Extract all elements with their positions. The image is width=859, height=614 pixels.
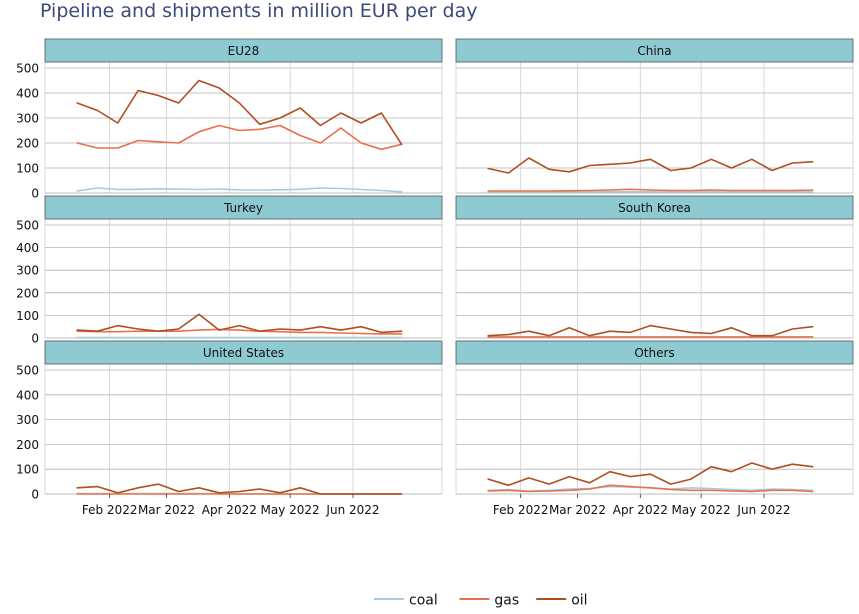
chart-title: Pipeline and shipments in million EUR pe… [40,0,477,22]
x-tick-label: May 2022 [261,503,320,517]
legend-label-oil: oil [571,593,587,609]
y-tick-label: 500 [16,62,39,76]
y-tick-label: 300 [16,264,39,278]
series-line-oil [76,79,403,146]
y-tick-label: 500 [16,219,39,233]
facet-label: United States [203,346,284,360]
y-tick-label: 200 [16,137,39,151]
facet-label: EU28 [228,44,260,58]
y-tick-label: 400 [16,388,39,402]
series-line-oil [76,313,403,334]
x-tick-label: Feb 2022 [82,503,138,517]
y-tick-label: 0 [31,488,39,502]
x-tick-label: Feb 2022 [493,503,549,517]
y-tick-label: 400 [16,87,39,101]
panel-frame [44,61,443,194]
y-tick-label: 200 [16,286,39,300]
x-tick-label: Mar 2022 [549,503,606,517]
facet-label: South Korea [618,201,691,215]
facet-strip [455,38,854,63]
facet-label: Turkey [223,201,263,215]
panel-frame [455,218,854,339]
facet-panel: South Korea [455,195,854,339]
panel-frame [455,363,854,495]
series-line-oil [487,324,814,337]
series-line-gas [76,124,403,151]
chart-panels: EU28 0 100 200 300 400 500 China Turkey 0 100 200 30… [16,38,854,517]
y-tick-label: 300 [16,413,39,427]
series-line-oil [487,462,814,487]
series-line-gas [487,188,814,192]
x-tick-label: Jun 2022 [325,503,379,517]
legend-label-coal: coal [409,593,438,609]
facet-panel: Turkey 0 100 200 300 400 500 [16,195,443,346]
series-line-oil [487,157,814,174]
series-line-gas [76,328,403,335]
series-line-coal [76,187,403,193]
series-line-gas [487,484,814,493]
facet-strip [44,340,443,365]
facet-strip [44,38,443,63]
y-tick-label: 500 [16,364,39,378]
facet-strip [455,340,854,365]
y-tick-label: 200 [16,438,39,452]
y-tick-label: 0 [31,332,39,346]
y-tick-label: 100 [16,309,39,323]
panel-frame [44,218,443,339]
x-tick-label: Jun 2022 [736,503,790,517]
panel-frame [455,61,854,194]
legend-label-gas: gas [494,593,519,609]
x-tick-label: Apr 2022 [613,503,668,517]
facet-panel: Others Feb 2022 Mar 2022 Apr 2022 May 2022 Ju… [455,340,854,517]
y-tick-label: 100 [16,162,39,176]
facet-panel: EU28 0 100 200 300 400 500 [16,38,443,201]
x-tick-label: Apr 2022 [202,503,257,517]
x-tick-label: Mar 2022 [138,503,195,517]
facet-panel: China [455,38,854,194]
panel-frame [44,363,443,495]
facet-label: Others [634,346,674,360]
chart-legend: coal gas oil [374,593,588,609]
series-line-oil [76,483,403,495]
facet-strip [455,195,854,220]
y-tick-label: 300 [16,112,39,126]
facet-panel: United States 0 100 200 300 400 500 Feb 2022 Mar… [16,340,443,517]
y-tick-label: 100 [16,463,39,477]
y-tick-label: 400 [16,241,39,255]
x-tick-label: May 2022 [672,503,731,517]
y-tick-label: 0 [31,187,39,201]
facet-label: China [637,44,671,58]
facet-strip [44,195,443,220]
